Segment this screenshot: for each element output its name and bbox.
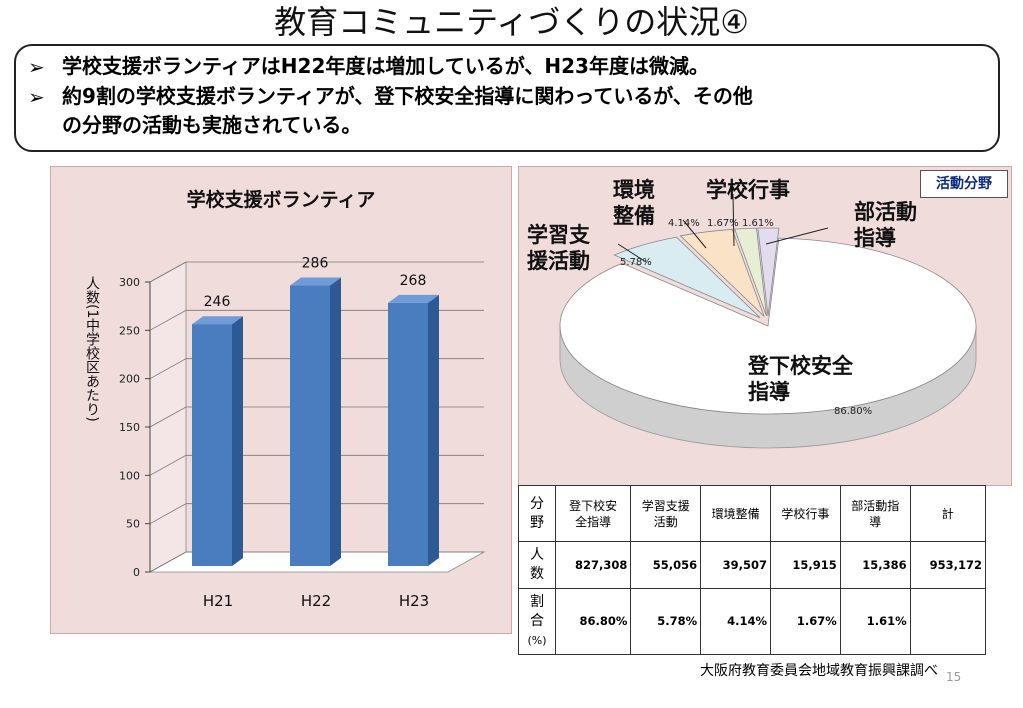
bar-value-label: 246 [204, 294, 231, 310]
table-row-header: 割合 (%) [518, 587, 556, 656]
table-column-header: 部活動指導 [839, 484, 911, 543]
table-column-header: 学校行事 [769, 484, 841, 543]
table-cell: 5.78% [630, 587, 702, 656]
bar-chart-ylabel: 人数(1中学校区あたり) [84, 276, 100, 422]
bar-chart-ytick-label: 50 [126, 518, 140, 531]
table-column-header: 登下校安 全指導 [554, 484, 632, 543]
summary-line-3: の分野の活動も実施されている。 [62, 113, 362, 137]
pie-label-study: 学習支 援活動 [527, 223, 590, 273]
bar-category-label: H21 [203, 592, 233, 610]
bar-chart-title: 学校支援ボランティア [187, 188, 376, 211]
table-cell: 827,308 [554, 541, 632, 589]
page-title: 教育コミュニティづくりの状況④ [274, 3, 749, 41]
pie-leader-line [617, 243, 647, 263]
bar-side [428, 294, 439, 566]
table-cell: 1.61% [839, 587, 911, 656]
pie-pct-env: 4.14% [668, 218, 700, 229]
pie-label-env: 環境 整備 [613, 178, 655, 228]
summary-line-1: 学校支援ボランティアはH22年度は増加しているが、H23年度は微減。 [62, 54, 709, 78]
bar-category-label: H23 [399, 592, 429, 610]
bar-side [232, 316, 243, 566]
pie-pct-event: 1.67% [707, 218, 739, 229]
bar-category-label: H22 [301, 592, 331, 610]
table-cell: 15,386 [839, 541, 911, 589]
bar-chart-ytick-label: 0 [133, 566, 140, 579]
pie-slice [613, 236, 761, 319]
table-cell: 39,507 [700, 541, 771, 589]
pie-leader-line [682, 219, 707, 249]
pie-slice [734, 227, 767, 317]
bar-chart-ytick-label: 200 [119, 373, 140, 386]
bar [192, 324, 232, 566]
bullet-arrow-icon: ➢ [28, 85, 45, 109]
bar-chart-gridline [149, 551, 484, 573]
table-cell [909, 587, 987, 656]
bar-chart-gridline [149, 309, 484, 331]
pie-pct-main: 86.80% [834, 406, 873, 417]
pie-slice [559, 237, 977, 415]
pie-pct-club: 1.61% [742, 218, 774, 229]
table-header-row: 分野 登下校安 全指導 学習支援 活動 環境整備 学校行事 部活動指導計 [518, 484, 987, 543]
bar-chart: 学校支援ボランティア 0 50 100 150 200 250 300 人数(1中学校区あたり)… [84, 188, 486, 610]
bar-value-label: 268 [400, 273, 427, 289]
pie-label-main: 登下校安全 指導 [748, 354, 853, 404]
pie-pct-study: 5.78% [620, 257, 652, 268]
bar-chart-gridline [149, 261, 484, 283]
bar-chart-ytick-label: 150 [119, 421, 140, 434]
source-note: 大阪府教育委員会地域教育振興課調べ [700, 663, 938, 679]
bar [388, 302, 428, 566]
bar-chart-ytick-label: 250 [119, 324, 140, 337]
table-cell: 15,915 [769, 541, 841, 589]
bar-chart-gridline [149, 454, 484, 476]
table-cell: 86.80% [554, 587, 632, 656]
bar-side [330, 277, 341, 566]
bar-chart-gridline [149, 503, 484, 525]
bar-top [192, 316, 243, 325]
pie-leader-line [765, 227, 829, 245]
page-number: 15 [946, 670, 962, 684]
pie-label-event: 学校行事 [706, 178, 790, 202]
table-cell: 4.14% [700, 587, 771, 656]
table-column-header: 学習支援 活動 [630, 484, 702, 543]
pie-chart [559, 193, 977, 449]
table-corner-header: 分野 [518, 484, 556, 543]
table-column-header: 計 [909, 484, 987, 543]
table-cell: 1.67% [769, 587, 841, 656]
pie-slice [679, 229, 765, 317]
table-row: 人数 827,308 55,056 39,507 15,915 15,386 953,172 [518, 541, 987, 589]
pie-leader-line [732, 193, 735, 247]
bar [290, 285, 330, 566]
summary-box: ➢ 学校支援ボランティアはH22年度は増加しているが、H23年度は微減。 ➢ 約… [14, 44, 1000, 152]
summary-line-2: 約9割の学校支援ボランティアが、登下校安全指導に関わっているが、その他 [62, 84, 753, 108]
table-cell: 953,172 [909, 541, 987, 589]
bar-chart-gridline [149, 406, 484, 428]
pie-slice [757, 227, 780, 317]
table-row: 割合 (%) 86.80% 5.78% 4.14% 1.67% 1.61% [518, 587, 987, 656]
bar-chart-gridline [149, 358, 484, 380]
bar-chart-ytick-label: 300 [119, 276, 140, 289]
table-cell: 55,056 [630, 541, 702, 589]
bar-chart-ytick-label: 100 [119, 469, 140, 482]
data-table: 分野 登下校安 全指導 学習支援 活動 環境整備 学校行事 部活動指導計 人数 827,308… [518, 484, 987, 656]
legend-badge: 活動分野 [920, 170, 1008, 198]
bar-value-label: 286 [302, 256, 329, 272]
table-column-header: 環境整備 [700, 484, 771, 543]
pie-label-club: 部活動 指導 [854, 200, 917, 250]
table-row-header: 人数 [518, 541, 556, 589]
bar-top [388, 294, 439, 303]
bullet-arrow-icon: ➢ [28, 55, 45, 79]
bar-top [290, 277, 341, 286]
